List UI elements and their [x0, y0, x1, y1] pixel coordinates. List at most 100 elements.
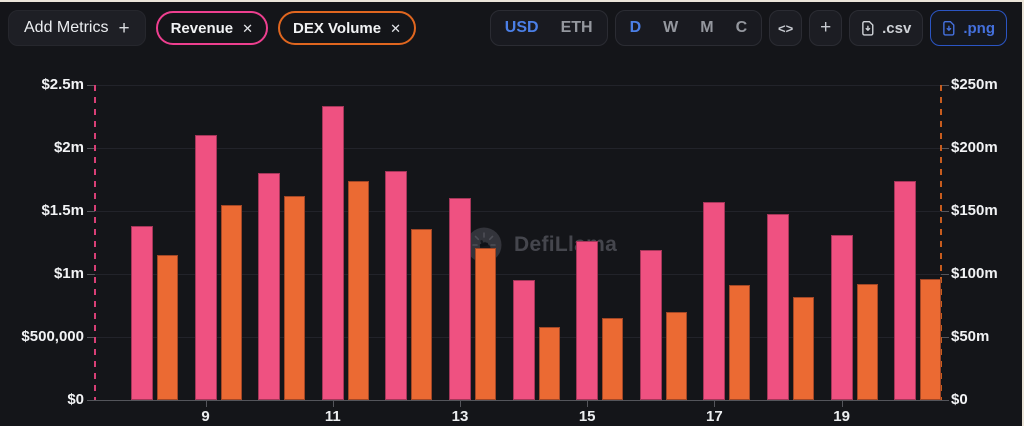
- left-axis-tick: [87, 274, 95, 275]
- left-axis-label: $500,000: [21, 328, 84, 345]
- bar-revenue[interactable]: [385, 170, 408, 400]
- x-axis-tick: [587, 401, 589, 407]
- currency-toggle: USD ETH: [489, 10, 608, 46]
- left-axis-dashed-line: [94, 85, 96, 400]
- bar-dex-volume[interactable]: [157, 255, 178, 400]
- metric-chip-label: DEX Volume: [293, 19, 382, 37]
- bar-revenue[interactable]: [258, 173, 281, 400]
- file-download-icon: [943, 20, 955, 36]
- download-png-button[interactable]: .png: [930, 10, 1007, 46]
- bar-dex-volume[interactable]: [538, 326, 560, 400]
- gridline: [95, 148, 941, 149]
- x-axis-tick: [332, 401, 334, 407]
- x-axis-baseline: [95, 400, 941, 401]
- right-axis-label: $100m: [951, 265, 998, 282]
- left-axis-label: $0: [67, 391, 84, 408]
- png-label: .png: [963, 19, 995, 37]
- x-axis-label: 9: [201, 408, 210, 425]
- bar-dex-volume[interactable]: [602, 318, 624, 400]
- right-axis-label: $150m: [951, 202, 998, 219]
- gridline: [95, 85, 941, 86]
- interval-option-monthly[interactable]: M: [700, 19, 714, 36]
- currency-option-eth[interactable]: ETH: [560, 19, 593, 36]
- right-axis-label: $0: [951, 391, 968, 408]
- x-axis-tick: [841, 401, 843, 407]
- bar-revenue[interactable]: [576, 241, 599, 400]
- left-axis-tick: [87, 85, 95, 86]
- bar-dex-volume[interactable]: [284, 195, 306, 400]
- add-chart-button[interactable]: +: [809, 10, 843, 46]
- interval-option-cumulative[interactable]: C: [735, 19, 748, 36]
- x-axis-label: 17: [706, 408, 723, 425]
- interval-toggle: D W M C: [614, 10, 763, 46]
- watermark-text: DefiLlama: [514, 233, 618, 256]
- file-download-icon: [862, 20, 874, 36]
- left-axis-tick: [87, 337, 95, 338]
- bar-dex-volume[interactable]: [347, 180, 369, 400]
- x-axis-label: 11: [324, 408, 341, 425]
- bar-revenue[interactable]: [449, 198, 471, 400]
- right-axis-tick: [941, 274, 949, 275]
- bar-revenue[interactable]: [767, 213, 789, 400]
- toolbar-right-cluster: USD ETH D W M C <> + .csv .: [489, 10, 1007, 46]
- bar-dex-volume[interactable]: [665, 311, 687, 400]
- left-axis-tick: [87, 211, 95, 212]
- page-top-edge: [0, 0, 1024, 2]
- bar-revenue[interactable]: [131, 226, 153, 400]
- bar-dex-volume[interactable]: [729, 285, 751, 400]
- left-axis-label: $1m: [53, 265, 84, 282]
- right-axis-label: $250m: [951, 76, 998, 93]
- chart-toolbar: Add Metrics + Revenue ✕ DEX Volume ✕ USD…: [8, 10, 1007, 46]
- x-axis-label: 15: [578, 408, 596, 425]
- x-axis-label: 13: [451, 408, 469, 425]
- remove-metric-icon[interactable]: ✕: [242, 20, 254, 36]
- bar-dex-volume[interactable]: [411, 228, 433, 400]
- right-axis-tick: [941, 148, 949, 149]
- bar-dex-volume[interactable]: [475, 247, 496, 400]
- gridline: [95, 211, 941, 212]
- right-axis-tick: [941, 337, 949, 338]
- left-axis-label: $2.5m: [41, 76, 84, 93]
- code-brackets-icon: <>: [778, 20, 794, 36]
- bar-revenue[interactable]: [321, 106, 344, 400]
- plus-icon: +: [118, 17, 130, 39]
- left-axis-label: $2m: [53, 139, 84, 156]
- bar-dex-volume[interactable]: [220, 204, 242, 400]
- left-axis-tick: [87, 148, 95, 149]
- right-axis-tick: [941, 85, 949, 86]
- right-axis-label: $50m: [951, 328, 990, 345]
- embed-code-button[interactable]: <>: [769, 10, 803, 46]
- bar-revenue[interactable]: [194, 135, 217, 400]
- remove-metric-icon[interactable]: ✕: [390, 20, 401, 36]
- bar-dex-volume[interactable]: [920, 279, 942, 400]
- currency-option-usd[interactable]: USD: [504, 19, 539, 36]
- bar-revenue[interactable]: [703, 202, 726, 400]
- add-metrics-button[interactable]: Add Metrics +: [8, 10, 146, 46]
- bar-dex-volume[interactable]: [793, 296, 814, 400]
- plus-icon: +: [820, 17, 832, 38]
- download-csv-button[interactable]: .csv: [849, 10, 924, 46]
- bar-revenue[interactable]: [639, 250, 662, 400]
- x-axis-label: 19: [833, 408, 850, 425]
- x-axis-tick: [460, 401, 461, 407]
- right-axis-dashed-line: [940, 85, 942, 400]
- x-axis-tick: [714, 401, 716, 407]
- gridline: [95, 274, 941, 275]
- left-axis-tick: [87, 400, 95, 401]
- bar-revenue[interactable]: [512, 280, 535, 400]
- metric-chip-dex-volume[interactable]: DEX Volume ✕: [278, 11, 416, 45]
- bar-revenue[interactable]: [830, 234, 853, 400]
- page-right-edge: [1022, 0, 1024, 426]
- bar-dex-volume[interactable]: [856, 284, 878, 400]
- metric-chip-revenue[interactable]: Revenue ✕: [155, 11, 269, 45]
- left-axis-label: $1.5m: [41, 202, 84, 219]
- interval-option-daily[interactable]: D: [629, 19, 642, 36]
- chart-canvas[interactable]: DefiLlama $2.5m $250m $2m $200m $1.5m $150m $1…: [0, 60, 1024, 426]
- interval-option-weekly[interactable]: W: [663, 19, 679, 36]
- right-axis-tick: [941, 400, 949, 401]
- add-metrics-label: Add Metrics: [24, 19, 109, 36]
- x-axis-tick: [205, 401, 207, 407]
- bar-revenue[interactable]: [894, 180, 917, 400]
- right-axis-tick: [941, 211, 949, 212]
- metric-chip-label: Revenue: [170, 19, 234, 37]
